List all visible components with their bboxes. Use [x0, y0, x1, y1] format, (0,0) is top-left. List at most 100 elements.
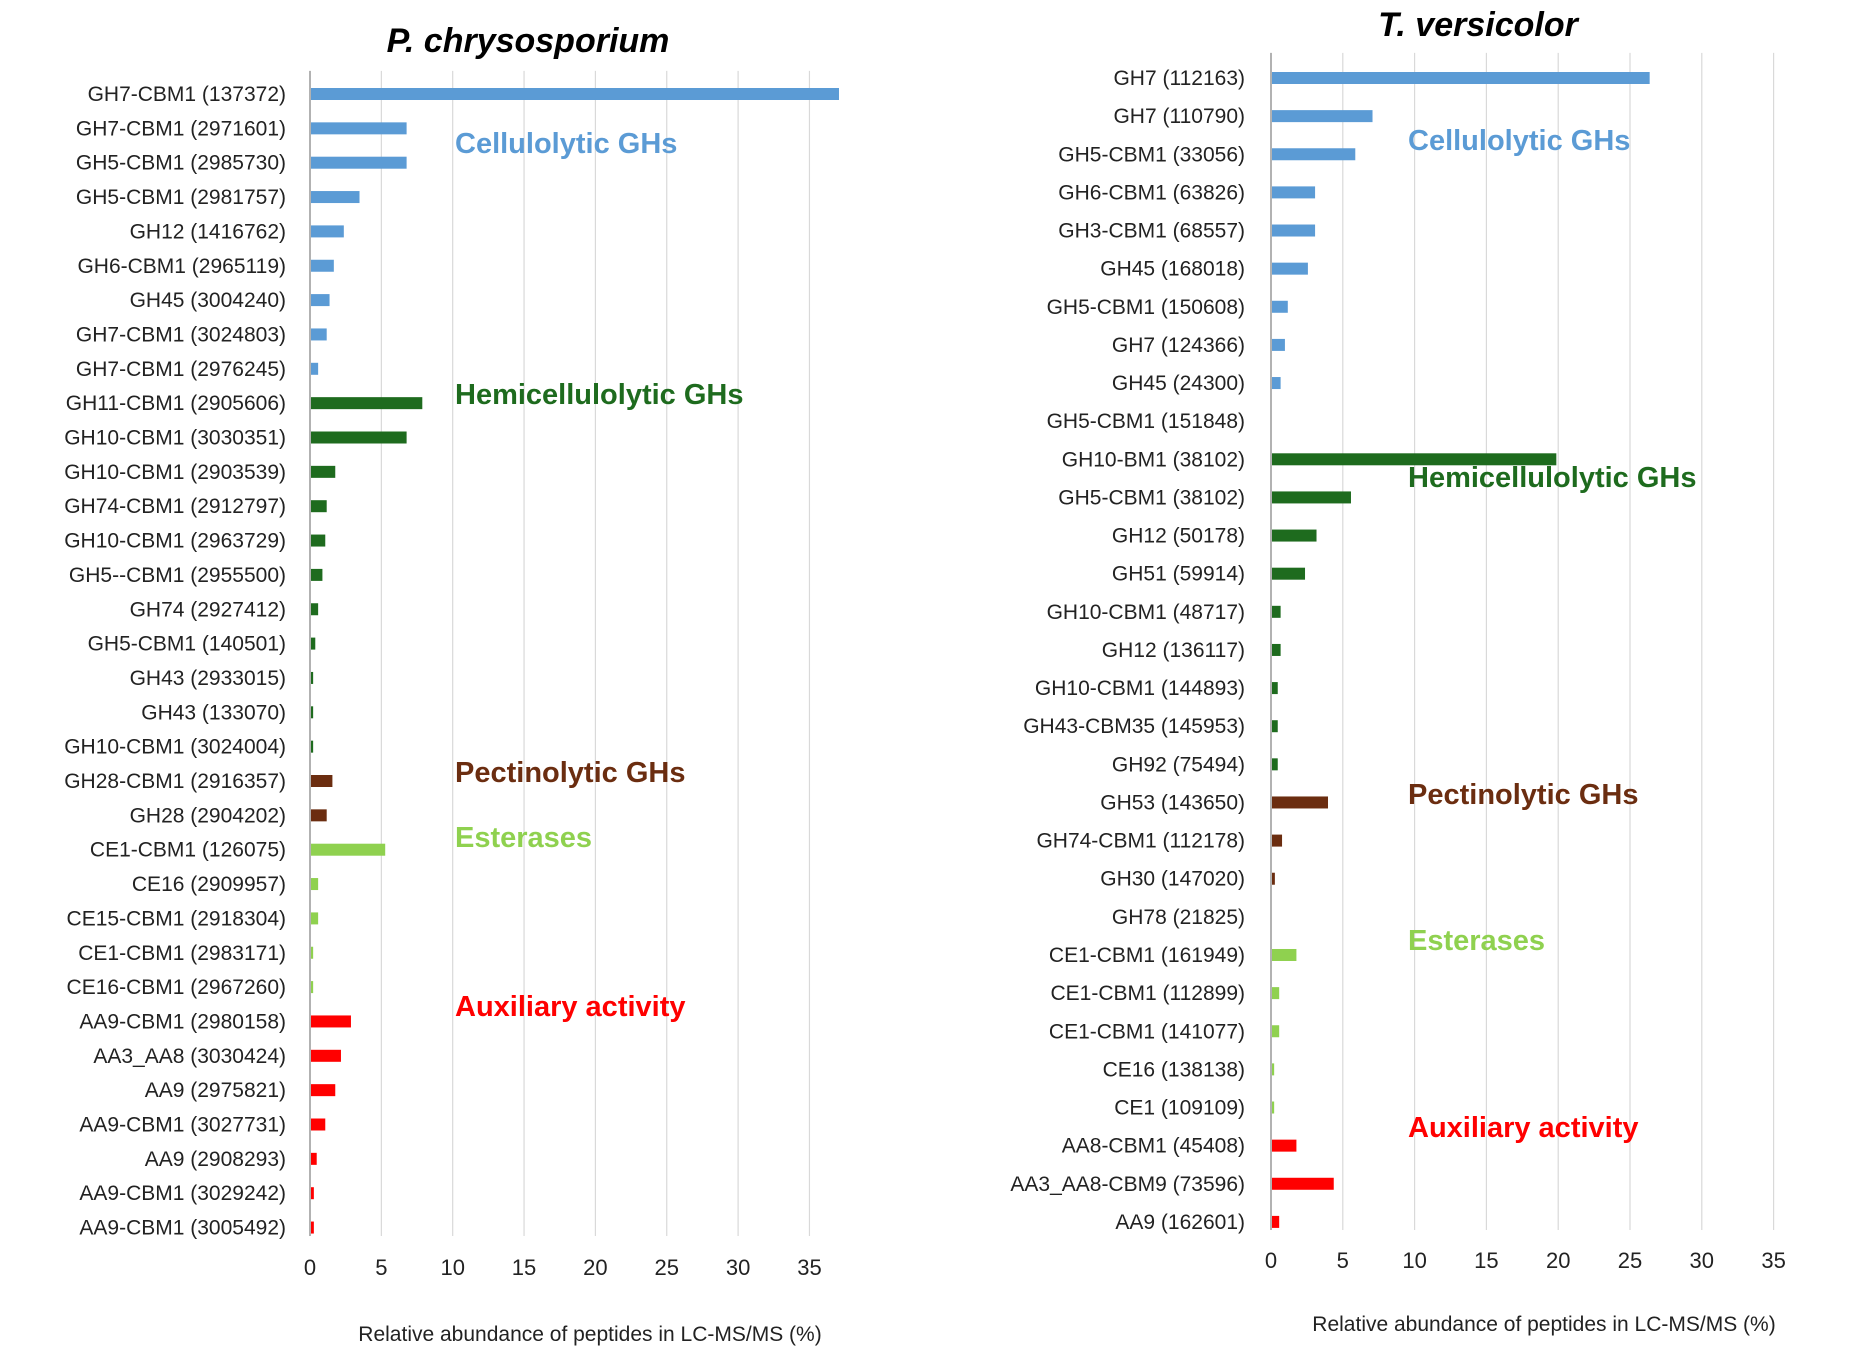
- chart-title-left: P. chrysosporium: [387, 22, 670, 60]
- bar: [311, 294, 330, 307]
- bar: [311, 1084, 336, 1097]
- bar: [311, 775, 333, 787]
- bar: [1272, 567, 1306, 580]
- category-label: GH6-CBM1 (2965119): [77, 255, 286, 278]
- category-label: GH10-CBM1 (2903539): [64, 461, 286, 484]
- group-annotation: Hemicellulolytic GHs: [1408, 462, 1697, 494]
- category-label: CE1-CBM1 (141077): [1049, 1020, 1245, 1043]
- group-annotation: Pectinolytic GHs: [455, 757, 685, 789]
- x-tick-label: 35: [797, 1255, 821, 1280]
- bar: [1272, 338, 1285, 351]
- category-label: GH53 (143650): [1100, 791, 1245, 814]
- bar: [311, 362, 319, 375]
- bar: [1272, 682, 1278, 695]
- x-tick-label: 10: [440, 1255, 464, 1280]
- bar: [1272, 300, 1288, 313]
- category-label: AA3_AA8-CBM9 (73596): [1010, 1173, 1245, 1196]
- bar: [311, 328, 327, 341]
- bar: [1272, 186, 1316, 199]
- category-label: AA9-CBM1 (3029242): [79, 1182, 286, 1205]
- x-tick-label: 15: [512, 1255, 536, 1280]
- category-label: GH5-CBM1 (38102): [1058, 486, 1245, 509]
- bar: [311, 225, 344, 238]
- category-label: AA9 (2975821): [145, 1079, 286, 1102]
- category-label: CE1-CBM1 (112899): [1050, 982, 1245, 1005]
- bar: [1272, 948, 1297, 961]
- bar: [1272, 1177, 1334, 1190]
- category-label: CE1-CBM1 (126075): [90, 839, 286, 862]
- x-tick-label: 5: [1337, 1248, 1349, 1273]
- bar: [1272, 377, 1281, 390]
- category-label: GH5-CBM1 (2985730): [76, 152, 286, 175]
- bar: [1272, 1025, 1280, 1038]
- category-label: GH10-CBM1 (144893): [1035, 677, 1245, 700]
- bar: [311, 671, 314, 684]
- category-label: GH10-CBM1 (48717): [1047, 601, 1245, 624]
- bar: [1272, 1215, 1280, 1228]
- category-label: GH3-CBM1 (68557): [1058, 220, 1245, 243]
- x-tick-label: 5: [375, 1255, 387, 1280]
- x-tick-label: 0: [304, 1255, 316, 1280]
- bar: [311, 1049, 341, 1062]
- bar: [311, 534, 326, 547]
- bar: [311, 878, 319, 891]
- category-label: GH5-CBM1 (151848): [1047, 410, 1245, 433]
- bar: [1272, 872, 1275, 885]
- x-tick-label: 30: [726, 1255, 750, 1280]
- bar: [1272, 720, 1278, 733]
- bar: [311, 981, 314, 994]
- category-label: GH11-CBM1 (2905606): [66, 392, 286, 415]
- group-annotation: Esterases: [455, 822, 592, 854]
- category-label: GH45 (24300): [1112, 372, 1245, 395]
- bar: [1272, 1063, 1275, 1076]
- bar: [311, 843, 386, 856]
- category-label: AA3_AA8 (3030424): [93, 1045, 286, 1068]
- category-label: CE15-CBM1 (2918304): [67, 907, 286, 930]
- category-label: GH5--CBM1 (2955500): [69, 564, 286, 587]
- category-label: GH12 (136117): [1102, 639, 1245, 662]
- bar: [311, 740, 314, 753]
- bar: [311, 465, 336, 478]
- bar: [311, 1187, 314, 1200]
- bar: [311, 88, 839, 100]
- category-label: GH7 (124366): [1112, 334, 1245, 357]
- x-axis-label-right: Relative abundance of peptides in LC-MS/…: [1312, 1313, 1775, 1336]
- bar: [1272, 72, 1650, 84]
- category-label: GH5-CBM1 (150608): [1047, 296, 1245, 319]
- category-label: AA9-CBM1 (3005492): [79, 1217, 286, 1240]
- category-label: GH5-CBM1 (2981757): [76, 186, 286, 209]
- category-label: AA8-CBM1 (45408): [1062, 1135, 1245, 1158]
- bar: [311, 1015, 351, 1028]
- x-tick-label: 30: [1690, 1248, 1714, 1273]
- group-annotation: Pectinolytic GHs: [1408, 779, 1638, 811]
- bar: [1272, 834, 1283, 847]
- bar: [311, 1152, 317, 1165]
- category-label: GH7-CBM1 (2971601): [76, 117, 286, 140]
- x-tick-label: 0: [1265, 1248, 1277, 1273]
- category-label: AA9 (162601): [1115, 1211, 1245, 1234]
- bar: [311, 706, 314, 719]
- bar: [311, 568, 323, 581]
- group-annotation: Hemicellulolytic GHs: [455, 379, 744, 411]
- category-label: GH7-CBM1 (137372): [88, 83, 286, 106]
- bar: [311, 946, 314, 959]
- category-label: GH28 (2904202): [130, 804, 286, 827]
- category-label: GH78 (21825): [1112, 906, 1245, 929]
- category-label: CE16-CBM1 (2967260): [67, 976, 286, 999]
- category-label: GH6-CBM1 (63826): [1058, 181, 1245, 204]
- category-label: GH7-CBM1 (2976245): [76, 358, 286, 381]
- bar: [311, 397, 423, 410]
- bar: [311, 191, 360, 204]
- bar: [1272, 262, 1308, 275]
- category-label: GH5-CBM1 (140501): [88, 633, 286, 656]
- bar: [1272, 529, 1317, 542]
- bar: [311, 431, 407, 444]
- bar: [1272, 758, 1278, 771]
- group-annotation: Auxiliary activity: [455, 991, 686, 1023]
- bar: [1272, 491, 1351, 504]
- category-label: CE1-CBM1 (2983171): [78, 942, 286, 965]
- category-label: GH12 (1416762): [130, 220, 286, 243]
- category-label: GH10-BM1 (38102): [1062, 448, 1245, 471]
- group-annotation: Cellulolytic GHs: [455, 128, 677, 160]
